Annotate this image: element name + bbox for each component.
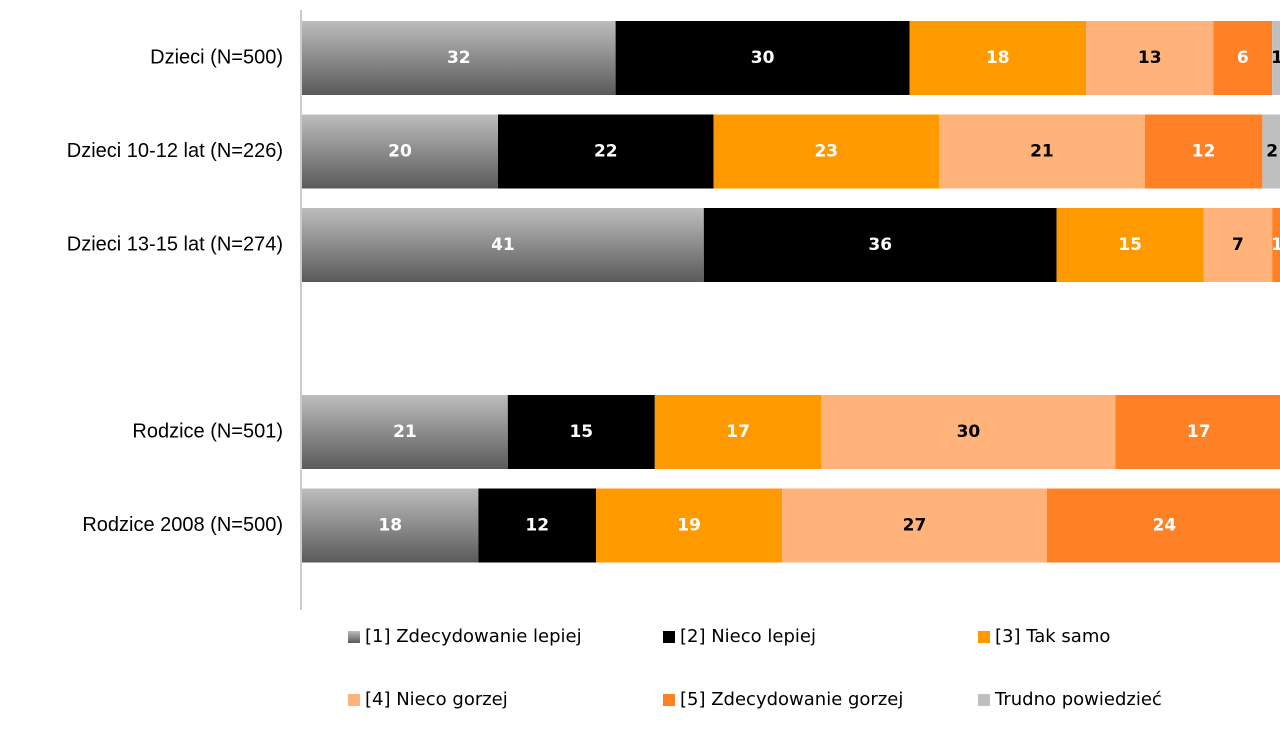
legend-swatch xyxy=(348,631,360,643)
bar-segment xyxy=(909,21,1086,95)
data-label: 22 xyxy=(594,142,618,162)
bar-segment xyxy=(1056,208,1204,282)
data-label: 12 xyxy=(1192,142,1216,162)
legend-label: [2] Nieco lepiej xyxy=(680,626,816,647)
legend-swatch xyxy=(663,694,675,706)
data-label: 1 xyxy=(1271,235,1280,255)
data-label: 15 xyxy=(569,422,593,442)
legend-swatch xyxy=(978,694,990,706)
bar-segment xyxy=(1144,114,1263,189)
data-label: 15 xyxy=(1118,235,1142,255)
legend-label: [5] Zdecydowanie gorzej xyxy=(680,689,903,710)
bar-segment xyxy=(302,395,508,469)
data-label: 41 xyxy=(491,235,515,255)
bar-segment xyxy=(821,395,1116,469)
bar-segment xyxy=(1272,208,1280,282)
bar-segment xyxy=(1203,208,1273,282)
bar-segment xyxy=(782,488,1047,563)
bar-segment xyxy=(615,21,910,95)
data-label: 21 xyxy=(1030,142,1054,162)
data-label: 36 xyxy=(868,235,892,255)
legend-label: [1] Zdecydowanie lepiej xyxy=(365,626,582,647)
bar-segment xyxy=(1115,395,1280,469)
data-label: 30 xyxy=(751,48,775,68)
bar-segment xyxy=(939,114,1145,189)
data-label: 2 xyxy=(1266,142,1278,162)
bar-segment xyxy=(1046,488,1280,563)
bar-segment xyxy=(703,208,1057,282)
data-label: 13 xyxy=(1138,48,1162,68)
data-label: 19 xyxy=(677,516,701,536)
bar-segment xyxy=(1086,21,1214,95)
data-label: 24 xyxy=(1153,516,1177,536)
data-label: 6 xyxy=(1237,48,1249,68)
bar-segment xyxy=(498,114,714,189)
bar-segment xyxy=(1262,114,1280,189)
category-label: Dzieci 10-12 lat (N=226) xyxy=(67,140,283,162)
category-label: Dzieci 13-15 lat (N=274) xyxy=(67,233,283,255)
category-label: Dzieci (N=500) xyxy=(150,46,283,68)
legend-swatch xyxy=(348,694,360,706)
legend-label: Trudno powiedzieć xyxy=(994,689,1162,710)
bar-segment xyxy=(1213,21,1273,95)
data-label: 18 xyxy=(986,48,1010,68)
bar-segment xyxy=(302,21,616,95)
bar-segment xyxy=(478,488,596,563)
data-label: 12 xyxy=(525,516,549,536)
bar-segment xyxy=(302,208,704,282)
legend-label: [4] Nieco gorzej xyxy=(365,689,508,710)
legend-label: [3] Tak samo xyxy=(995,626,1110,647)
bar-segment xyxy=(507,395,655,469)
data-label: 23 xyxy=(814,142,838,162)
bar-segment xyxy=(302,114,498,189)
data-label: 30 xyxy=(957,422,981,442)
category-label: Rodzice (N=501) xyxy=(132,420,283,442)
data-label: 18 xyxy=(378,516,402,536)
data-label: 1 xyxy=(1271,48,1280,68)
data-label: 21 xyxy=(393,422,417,442)
data-label: 17 xyxy=(1187,422,1211,442)
category-label: Rodzice 2008 (N=500) xyxy=(82,514,283,536)
legend-swatch xyxy=(663,631,675,643)
data-label: 20 xyxy=(388,142,412,162)
bar-segment xyxy=(713,114,939,189)
bar-segment xyxy=(654,395,822,469)
bar-segment xyxy=(302,488,479,563)
legend-swatch xyxy=(978,631,990,643)
bar-segment xyxy=(596,488,783,563)
data-label: 17 xyxy=(726,422,750,442)
data-label: 27 xyxy=(903,516,927,536)
data-label: 32 xyxy=(447,48,471,68)
data-label: 7 xyxy=(1232,235,1244,255)
bar-segment xyxy=(1272,21,1280,95)
